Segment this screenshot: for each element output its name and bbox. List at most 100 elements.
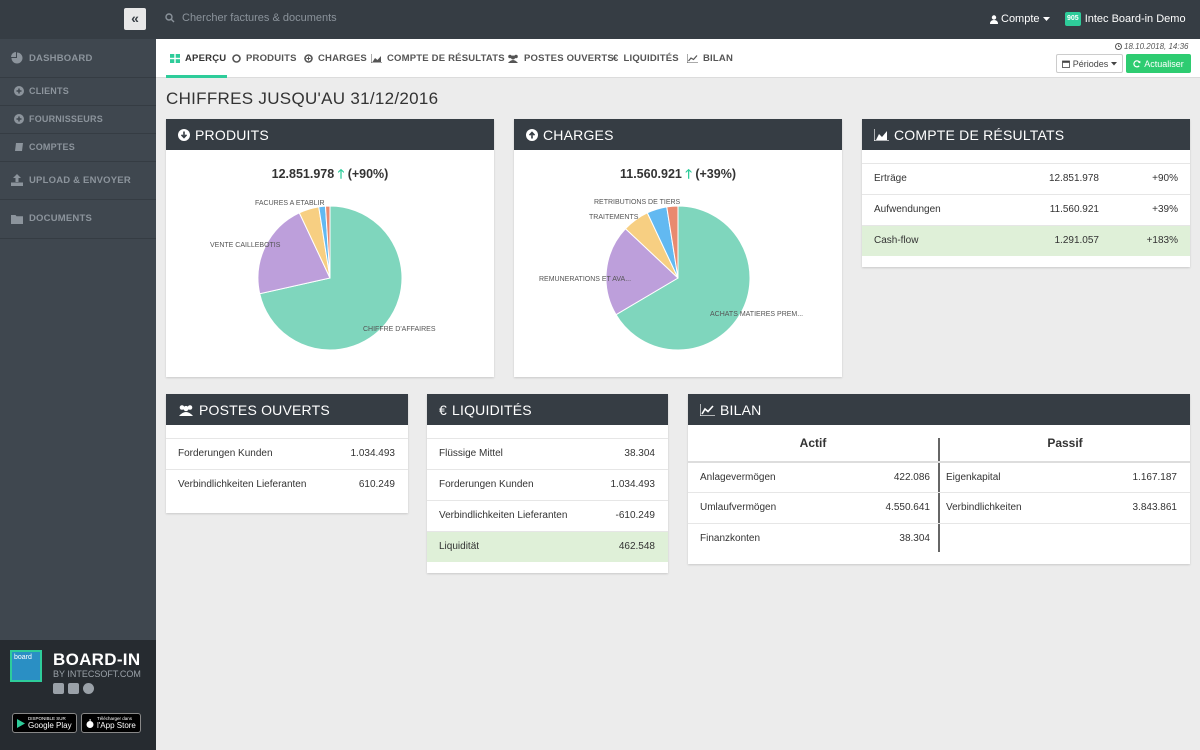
user-icon [990,14,998,24]
grid-icon [170,54,180,63]
liquidites-card: € LIQUIDITÉS Flüssige Mittel 38.304 Ford… [427,394,668,573]
sidebar-divider [0,199,156,200]
social-links [53,683,94,694]
pie-slice[interactable] [605,228,679,316]
table-row: Flüssige Mittel 38.304 [427,438,668,469]
tab-label: LIQUIDITÉS [623,53,679,64]
table-row: Erträge 12.851.978 +90% [862,163,1190,194]
sidebar-item-documents[interactable]: DOCUMENTS [0,213,156,224]
produits-total: 12.851.978 🡑 (+90%) [271,167,389,181]
sidebar-item-upload[interactable]: UPLOAD & ENVOYER [0,174,156,186]
sidebar-label-dashboard: DASHBOARD [29,52,93,64]
area-chart-icon [371,54,382,63]
sidebar-item-dashboard[interactable]: DASHBOARD [0,52,156,64]
refresh-icon [1133,59,1141,67]
sidebar-divider [0,161,156,162]
postes-ouverts-card: POSTES OUVERTS Forderungen Kunden 1.034.… [166,394,408,513]
card-header: PRODUITS [166,119,494,150]
collapse-sidebar-button[interactable]: « [124,8,146,30]
arrow-circle-up-icon [526,128,538,141]
tab-produits[interactable]: PRODUITS [232,53,297,64]
tab-label: BILAN [703,53,734,64]
card-header: POSTES OUVERTS [166,394,408,425]
sidebar-item-comptes[interactable]: COMPTES [0,142,156,152]
pie-label: TRAITEMENTS [589,214,639,221]
account-menu[interactable]: Compte [990,13,1050,25]
google-play-badge[interactable]: DISPONIBLE SUR Google Play [12,713,77,733]
pie-label: REMUNERATIONS ET AVA... [539,276,631,283]
compte-de-resultats-card: COMPTE DE RÉSULTATS Erträge 12.851.978 +… [862,119,1190,267]
passif-header: Passif [1047,436,1083,450]
table-row: Umlaufvermögen 4.550.641 Verbindlichkeit… [688,492,1190,523]
org-badge: 905 [1065,12,1081,26]
line-chart-icon [687,54,698,63]
pie-slice[interactable] [666,205,679,279]
arrow-up-icon: 🡑 [337,167,345,181]
users-icon [508,54,518,63]
card-title: LIQUIDITÉS [452,401,532,418]
sidebar-item-clients[interactable]: CLIENTS [0,86,156,96]
sidebar-label-clients: CLIENTS [29,86,69,96]
pie-slice[interactable] [259,205,403,351]
card-header: CHARGES [514,119,842,150]
table-row-highlighted: Cash-flow 1.291.057 +183% [862,225,1190,256]
search-input[interactable]: Chercher factures & documents [165,12,337,24]
sidebar-label-fournisseurs: FOURNISSEURS [29,114,103,124]
upload-icon [11,174,23,186]
line-chart-icon [700,403,715,416]
organisation-selector[interactable]: 905 Intec Board-in Demo [1065,12,1186,26]
arrow-up-icon: 🡑 [685,167,692,181]
pie-label: RETRIBUTIONS DE TIERS [594,199,681,206]
table-row: Forderungen Kunden 1.034.493 [166,438,408,469]
tab-label: APERÇU [185,53,227,64]
pie-slice[interactable] [615,205,751,351]
table-row: Verbindlichkeiten Lieferanten 610.249 [166,469,408,500]
pie-slice[interactable] [257,212,331,295]
tab-apercu[interactable]: APERÇU [170,53,226,64]
folder-icon [11,214,23,224]
caret-down-icon [1042,16,1050,21]
sidebar-item-fournisseurs[interactable]: FOURNISSEURS [0,114,156,124]
charges-card: CHARGES 11.560.921 🡑 (+39%) ACHATS MATIE… [514,119,842,377]
tab-bilan[interactable]: BILAN [687,53,733,64]
linkedin-icon[interactable] [68,683,79,694]
periods-dropdown-button[interactable]: Périodes [1056,54,1123,73]
pie-label: ACHATS MATIERES PREM... [710,311,803,318]
active-tab-indicator [166,75,227,78]
card-header: BILAN [688,394,1190,425]
double-chevron-left-icon: « [131,10,139,26]
circle-icon [232,54,241,63]
column-divider [938,438,940,552]
pie-label: FACURES A ETABLIR [255,200,325,207]
pie-chart-icon [11,52,23,64]
apple-icon [86,718,94,728]
card-title: CHARGES [543,126,614,143]
clock-icon [1115,43,1122,50]
app-store-badge[interactable]: Télécharger dans l'App Store [81,713,141,733]
tab-liquidites[interactable]: € LIQUIDITÉS [613,53,679,64]
top-bar: « Chercher factures & documents Compte 9… [0,0,1200,39]
brand-panel: board BOARD-IN BY INTECSOFT.COM DISPONIB… [0,640,156,750]
tab-charges[interactable]: CHARGES [304,53,367,64]
facebook-icon[interactable] [53,683,64,694]
last-update-timestamp: 18.10.2018, 14:36 [1115,42,1189,51]
search-icon [165,13,175,23]
tab-compte-de-resultats[interactable]: COMPTE DE RÉSULTATS [371,53,505,64]
euro-icon: € [613,53,619,64]
board-in-logo: board [10,650,42,682]
table-row: Finanzkonten 38.304 [688,523,1190,554]
table-row-highlighted: Liquidität 462.548 [427,531,668,562]
pie-label: CHIFFRE D'AFFAIRES [363,326,436,333]
sidebar-divider [0,238,156,239]
pie-label: VENTE CAILLEBOTIS [210,242,281,249]
refresh-button[interactable]: Actualiser [1126,54,1191,73]
search-placeholder: Chercher factures & documents [182,12,337,24]
globe-icon[interactable] [83,683,94,694]
tab-postes-ouverts[interactable]: POSTES OUVERTS [507,53,614,64]
brand-subtitle: BY INTECSOFT.COM [53,669,141,679]
pie-slice[interactable] [324,205,331,279]
circle-plus-icon [14,86,24,96]
actif-header: Actif [799,436,827,450]
sidebar-label-upload: UPLOAD & ENVOYER [29,174,131,186]
sidebar-label-comptes: COMPTES [29,142,75,152]
